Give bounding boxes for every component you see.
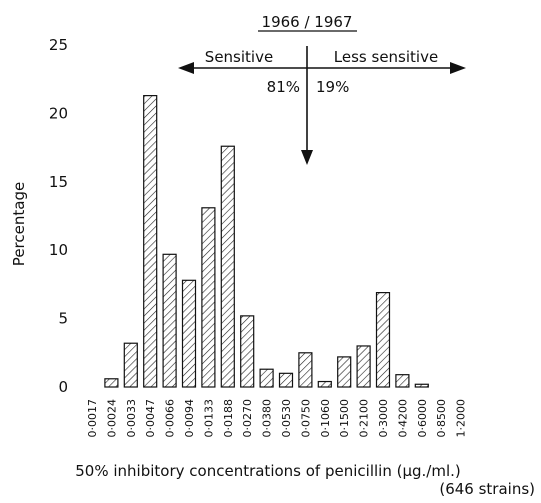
x-tick-label: 0·2100 <box>358 399 371 438</box>
bar <box>162 253 177 388</box>
less-sensitive-label: Less sensitive <box>334 48 438 66</box>
bar <box>278 372 294 388</box>
bar <box>143 95 158 388</box>
bar <box>220 145 235 388</box>
bar <box>104 378 119 388</box>
x-tick-label: 1·2000 <box>455 399 468 438</box>
bar <box>317 380 332 388</box>
y-ticks: 0 5 10 15 20 25 <box>49 36 68 396</box>
sensitive-arrow-head <box>178 62 194 74</box>
x-tick-label: 0·0094 <box>183 399 196 438</box>
x-tick-label: 0·0024 <box>105 399 118 438</box>
x-tick-label: 0·0133 <box>202 399 215 438</box>
x-tick-label: 0·0033 <box>125 399 138 438</box>
x-tick-label: 0·0188 <box>222 399 235 438</box>
bar <box>123 342 138 388</box>
x-tick-labels: 0·0017 0·0024 0·0033 0·0047 0·0066 0·0094 0·01… <box>86 399 468 438</box>
x-tick-label: 0·6000 <box>416 399 429 438</box>
y-tick-label: 10 <box>49 241 68 259</box>
x-tick-label: 0·0066 <box>164 399 177 438</box>
x-tick-label: 0·1500 <box>338 399 351 438</box>
y-axis-label: Percentage <box>10 182 28 266</box>
x-tick-label: 0·4200 <box>396 399 409 438</box>
less-sensitive-pct: 19% <box>316 78 349 96</box>
x-tick-label: 0·0380 <box>261 399 274 438</box>
x-axis-note: (646 strains) <box>439 480 535 498</box>
bar <box>395 374 410 388</box>
chart-title: 1966 / 1967 <box>262 13 353 31</box>
sensitive-label: Sensitive <box>205 48 273 66</box>
divider-arrow-head <box>301 150 313 165</box>
sensitive-pct: 81% <box>267 78 300 96</box>
y-tick-label: 5 <box>58 310 68 328</box>
bar <box>201 207 216 388</box>
bar <box>240 315 255 388</box>
x-tick-label: 0·8500 <box>435 399 448 438</box>
y-tick-label: 15 <box>49 173 68 191</box>
x-tick-label: 0·3000 <box>377 399 390 438</box>
x-tick-label: 0·0750 <box>299 399 312 438</box>
bar <box>298 352 313 388</box>
bar <box>414 383 429 388</box>
x-tick-label: 0·0017 <box>86 399 99 438</box>
bar <box>375 292 391 388</box>
y-tick-label: 25 <box>49 36 68 54</box>
less-sensitive-arrow-head <box>450 62 466 74</box>
bar <box>259 368 274 388</box>
x-axis-label: 50% inhibitory concentrations of penicil… <box>75 462 460 480</box>
y-tick-label: 20 <box>49 104 68 122</box>
bar <box>356 345 371 388</box>
bars <box>104 95 429 388</box>
bar <box>181 279 197 388</box>
y-tick-label: 0 <box>58 378 68 396</box>
bar <box>337 356 352 388</box>
x-tick-label: 0·1060 <box>319 399 332 438</box>
x-tick-label: 0·0270 <box>241 399 254 438</box>
x-tick-label: 0·0047 <box>144 399 157 438</box>
x-tick-label: 0·0530 <box>280 399 293 438</box>
